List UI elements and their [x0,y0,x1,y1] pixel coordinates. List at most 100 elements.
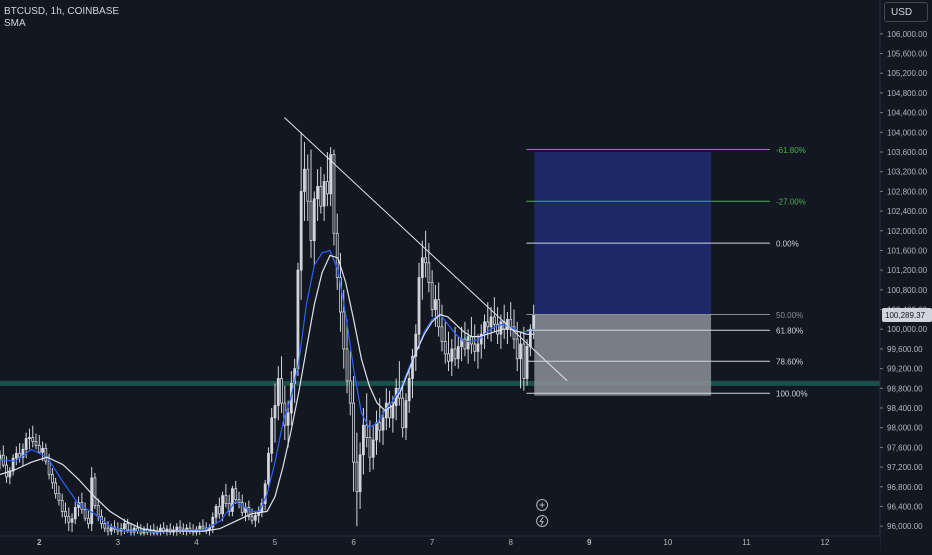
candle-body [466,336,470,350]
candle-body [361,424,365,456]
candle-body [201,525,205,529]
candle-body [126,523,130,531]
target-zone[interactable] [534,152,712,315]
candle-body [28,437,31,439]
candle-body [509,318,513,328]
y-tick-label: 105,600.00 [887,50,928,59]
fib-level-label: 0.00% [776,240,799,249]
candle-body [365,424,369,438]
trendline[interactable] [284,117,568,382]
x-tick-label: 6 [351,538,356,547]
candle-body [322,181,326,207]
y-tick-label: 103,600.00 [887,148,928,157]
candle-body [316,186,319,200]
candle-body [96,505,100,517]
candle-body [411,355,414,379]
candle-body [476,343,480,352]
candle-body [489,316,493,328]
candle-body [86,517,90,525]
candle-body [355,461,359,493]
time-axis-bg [0,536,880,550]
y-tick-label: 98,000.00 [887,424,923,433]
x-tick-label: 12 [821,538,830,547]
candle-body [473,343,477,352]
candle-body [109,526,113,532]
x-tick-label: 2 [37,538,42,547]
candle-body [339,277,342,313]
candle-body [483,321,486,335]
currency-selector[interactable]: USD [884,2,928,22]
candle-body [47,460,51,475]
symbol-title[interactable]: BTCUSD, 1h, COINBASE [4,6,120,17]
candle-body [24,438,28,450]
indicator-layer [0,117,568,533]
candle-body [240,502,244,513]
sma-slow-line[interactable] [0,254,535,532]
icon-layer [536,499,549,527]
candle-body [528,328,532,347]
candle-body [496,323,499,335]
candle-body [5,464,8,478]
candle-body [522,343,526,379]
plus-circle-icon[interactable] [536,499,549,511]
y-tick-label: 101,200.00 [887,266,928,275]
candle-body [470,336,473,345]
candle-body [280,378,283,404]
candle-body [267,452,270,485]
chart-header: BTCUSD, 1h, COINBASE SMA [4,6,119,30]
y-tick-label: 98,800.00 [887,384,923,393]
sma-fast-line[interactable] [0,249,535,533]
candle-body [247,507,251,517]
candle-body [178,526,182,530]
stop-zone[interactable] [534,314,712,396]
candle-body [378,422,382,431]
candle-body [224,495,228,504]
fib-level-label: 100.00% [776,390,808,399]
y-tick-label: 102,400.00 [887,207,928,216]
y-tick-label: 100,000.00 [887,325,928,334]
y-tick-label: 96,400.00 [887,502,923,511]
candle-body [479,333,483,345]
candle-body [401,397,405,429]
last-price-tag[interactable] [882,307,932,322]
x-tick-label: 7 [430,538,435,547]
y-tick-label: 104,000.00 [887,128,928,137]
candle-body [51,474,54,484]
candle-body [276,378,280,406]
fib-level-label: -61.80% [776,146,806,155]
candle-body [371,439,375,458]
candle-body [198,525,202,530]
candle-body [73,507,77,520]
candle-body [430,282,434,310]
candle-body [253,514,257,521]
candle-body [424,257,428,264]
candle-body [93,477,97,506]
candle-body [296,269,300,370]
candle-body [175,526,179,531]
price-axis-bg [880,0,932,550]
candle-body [463,338,467,350]
candle-body [434,299,437,310]
candle-body [211,516,215,528]
sma-indicator-label[interactable]: SMA [4,18,26,29]
candle-body [11,457,15,472]
last-price-label: 100,289.37 [885,311,926,320]
candle-body [227,503,231,512]
candle-body [83,509,87,519]
y-tick-label: 105,200.00 [887,69,928,78]
lightning-icon[interactable] [536,515,549,527]
candle-body [443,341,447,355]
x-tick-label: 10 [663,538,672,547]
candle-body [345,348,349,382]
x-tick-label: 3 [116,538,121,547]
candle-body [499,321,503,335]
candle-body [67,515,71,523]
support-zone[interactable] [0,380,880,386]
candle-body [132,527,136,533]
candle-body [532,314,536,330]
candle-body [391,405,395,419]
candle-body [492,316,496,325]
